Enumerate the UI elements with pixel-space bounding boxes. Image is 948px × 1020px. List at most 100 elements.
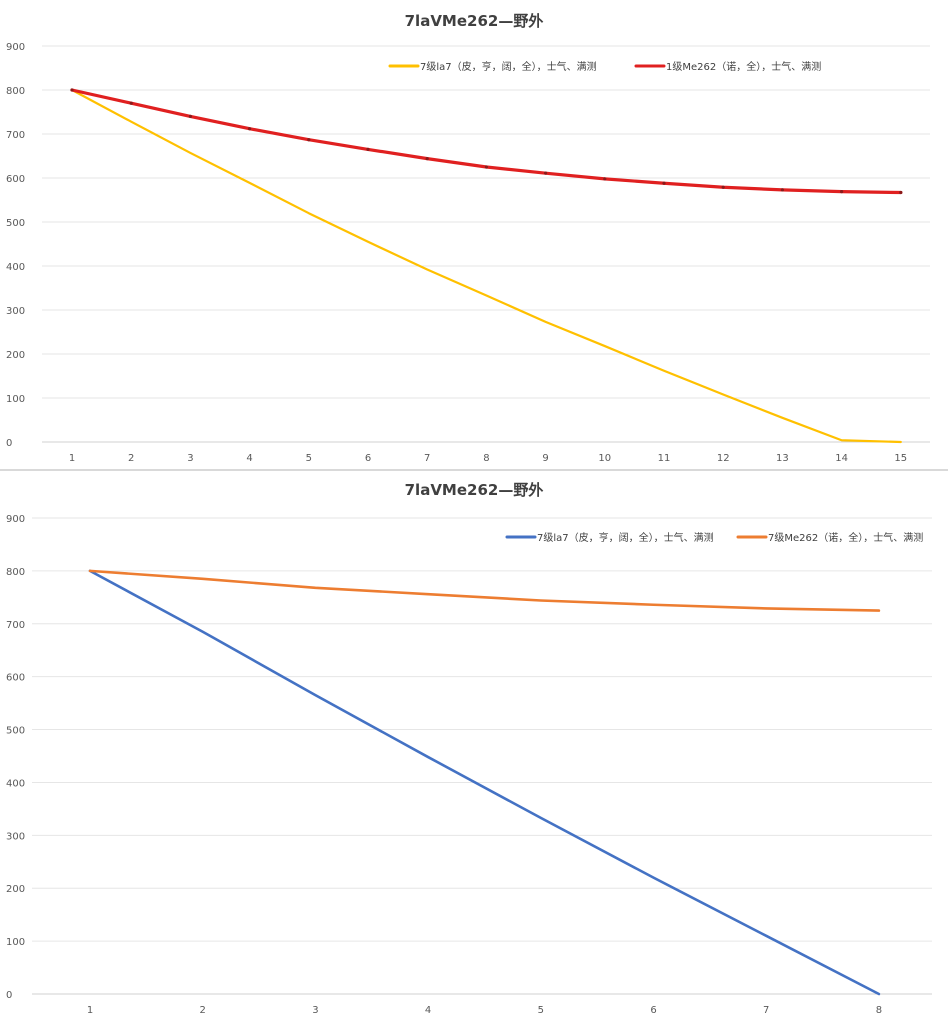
legend-label: 1级Me262（诺，全），士气、满测 (666, 60, 821, 73)
y-tick-label: 800 (6, 86, 25, 97)
data-point (308, 212, 310, 214)
y-tick-label: 0 (6, 990, 12, 1001)
y-tick-label: 0 (6, 438, 12, 449)
x-tick-label: 9 (542, 453, 548, 464)
y-tick-label: 200 (6, 884, 25, 895)
legend-label: 7级la7（皮，亨，阔，全），士气、满测 (537, 531, 714, 544)
x-tick-label: 6 (650, 1005, 656, 1016)
y-tick-label: 100 (6, 937, 25, 948)
y-tick-label: 400 (6, 778, 25, 789)
data-point (484, 165, 488, 169)
x-tick-label: 3 (312, 1005, 318, 1016)
series-line-2 (70, 88, 903, 195)
x-tick-label: 4 (246, 453, 252, 464)
data-point (899, 190, 903, 195)
chart-panel-bottom: 7laVMe262—野外 0 100 200 300 400 500 600 700 800 90… (0, 471, 948, 1020)
line-chart-top: 7laVMe262—野外 0 100 200 300 400 500 600 700 800 90… (6, 12, 930, 464)
data-point (201, 578, 204, 580)
x-tick-label: 4 (425, 1005, 431, 1016)
x-tick-label: 2 (128, 453, 134, 464)
x-tick-label: 8 (483, 453, 489, 464)
data-point (426, 268, 429, 271)
data-point (248, 127, 252, 131)
x-tick-label: 2 (200, 1005, 206, 1016)
data-point (765, 935, 767, 937)
data-point (780, 188, 785, 192)
series-line-2 (88, 569, 881, 612)
data-point (129, 101, 133, 105)
y-tick-label: 400 (6, 262, 25, 273)
y-tick-label: 300 (6, 831, 25, 842)
data-point (427, 756, 429, 758)
data-point (544, 171, 548, 175)
data-point (248, 182, 251, 184)
data-point (840, 190, 844, 194)
y-tick-label: 900 (6, 42, 25, 53)
y-tick-label: 600 (6, 174, 25, 185)
data-point (840, 439, 843, 442)
data-point (652, 603, 655, 606)
data-point (367, 241, 369, 243)
data-point (900, 441, 902, 443)
data-point (130, 120, 132, 123)
data-point (663, 369, 665, 372)
y-tick-label: 600 (6, 673, 25, 684)
x-tick-label: 1 (69, 453, 75, 464)
data-point (721, 185, 725, 189)
x-tick-label: 5 (538, 1005, 544, 1016)
data-point (189, 152, 192, 154)
legend-label: 7级la7（皮，亨，阔，全），士气、满测 (420, 60, 597, 73)
data-point (314, 587, 317, 589)
data-point (722, 393, 724, 396)
data-point (70, 88, 74, 92)
y-tick-label: 900 (6, 514, 25, 525)
x-tick-label: 13 (776, 453, 789, 464)
x-tick-label: 14 (835, 453, 848, 464)
y-tick-label: 500 (6, 726, 25, 737)
data-point (878, 993, 880, 995)
x-tick-label: 6 (365, 453, 371, 464)
data-point (662, 181, 666, 185)
x-tick-label: 10 (598, 453, 611, 464)
x-tick-label: 11 (658, 453, 671, 464)
data-point (603, 177, 607, 181)
data-point (604, 345, 606, 347)
data-point (878, 609, 880, 612)
data-point (781, 417, 784, 419)
line-chart-bottom: 7laVMe262—野外 0 100 200 300 400 500 600 700 800 90… (6, 481, 932, 1016)
y-tick-label: 700 (6, 620, 25, 631)
data-point (188, 114, 192, 118)
data-point (485, 294, 488, 297)
data-point (652, 876, 655, 879)
data-point (544, 321, 547, 323)
series-line-1 (88, 569, 881, 996)
chart-title: 7laVMe262—野外 (405, 12, 544, 30)
x-tick-label: 12 (717, 453, 730, 464)
data-point (307, 138, 311, 142)
y-tick-label: 100 (6, 394, 25, 405)
y-tick-label: 300 (6, 306, 25, 317)
data-point (425, 157, 429, 161)
data-point (201, 630, 204, 633)
y-tick-label: 200 (6, 350, 25, 361)
data-point (765, 607, 767, 610)
data-point (427, 593, 429, 595)
y-tick-label: 500 (6, 218, 25, 229)
y-tick-label: 700 (6, 130, 25, 141)
chart-title: 7laVMe262—野外 (405, 481, 544, 499)
y-tick-label: 800 (6, 567, 25, 578)
chart-panel-top: 7laVMe262—野外 0 100 200 300 400 500 600 700 800 90… (0, 0, 948, 471)
x-tick-label: 8 (876, 1005, 882, 1016)
x-tick-label: 15 (894, 453, 907, 464)
data-point (366, 147, 370, 151)
legend-label: 7级Me262（诺，全），士气、满测 (768, 531, 923, 544)
data-point (540, 817, 542, 819)
x-tick-label: 3 (187, 453, 193, 464)
x-tick-label: 1 (87, 1005, 93, 1016)
x-tick-label: 7 (424, 453, 430, 464)
x-tick-label: 5 (306, 453, 312, 464)
x-tick-label: 7 (763, 1005, 769, 1016)
data-point (89, 570, 91, 572)
data-point (540, 599, 542, 602)
data-point (314, 694, 317, 696)
